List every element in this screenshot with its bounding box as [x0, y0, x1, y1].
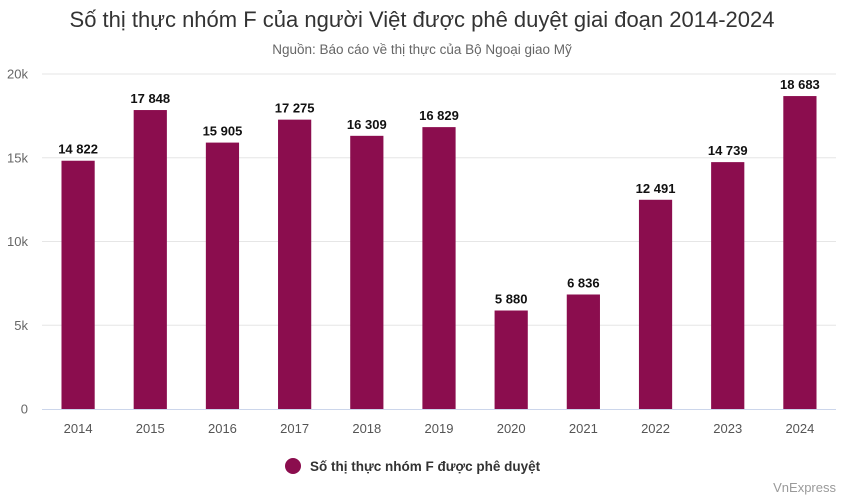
bar-2020[interactable]	[494, 310, 528, 409]
x-tick-label-2023: 2023	[713, 421, 742, 436]
data-label-2014: 14 822	[58, 142, 98, 157]
data-label-2018: 16 309	[347, 117, 387, 132]
credit[interactable]: VnExpress	[773, 480, 836, 495]
x-tick-label-2020: 2020	[497, 421, 526, 436]
x-tick-label-2014: 2014	[64, 421, 93, 436]
legend-label[interactable]: Số thị thực nhóm F được phê duyệt	[310, 459, 541, 474]
bar-2015[interactable]	[133, 110, 167, 410]
legend-marker-icon[interactable]	[285, 458, 301, 474]
data-label-2023: 14 739	[708, 143, 748, 158]
data-label-2022: 12 491	[636, 181, 676, 196]
data-label-2019: 16 829	[419, 108, 459, 123]
chart-title: Số thị thực nhóm F của người Việt được p…	[70, 7, 775, 32]
x-tick-label-2024: 2024	[785, 421, 814, 436]
bar-2017[interactable]	[278, 119, 312, 410]
y-tick-label: 10k	[7, 234, 28, 249]
y-tick-label: 0	[21, 402, 28, 417]
x-tick-label-2018: 2018	[352, 421, 381, 436]
bar-2023[interactable]	[711, 162, 745, 409]
bar-2014[interactable]	[61, 160, 95, 409]
data-label-2020: 5 880	[495, 292, 528, 307]
x-tick-label-2017: 2017	[280, 421, 309, 436]
x-tick-label-2019: 2019	[425, 421, 454, 436]
y-tick-label: 5k	[14, 318, 28, 333]
data-labels: 14 822 17 848 15 905 17 275 16 309 16 829 5 88…	[58, 77, 820, 306]
x-axis: 2014 2015 2016 2017 2018 2019 2020 2021 2022 2023…	[42, 409, 836, 436]
data-label-2024: 18 683	[780, 77, 820, 92]
bars	[61, 96, 817, 410]
bar-2019[interactable]	[422, 127, 456, 409]
legend[interactable]: Số thị thực nhóm F được phê duyệt	[285, 458, 541, 474]
bar-2024[interactable]	[783, 96, 817, 409]
x-tick-label-2016: 2016	[208, 421, 237, 436]
data-label-2021: 6 836	[567, 275, 600, 290]
y-tick-label: 20k	[7, 67, 28, 82]
x-tick-label-2022: 2022	[641, 421, 670, 436]
bar-2021[interactable]	[566, 294, 600, 409]
data-label-2016: 15 905	[203, 124, 243, 139]
data-label-2015: 17 848	[130, 91, 170, 106]
bar-2022[interactable]	[638, 199, 673, 409]
y-tick-label: 15k	[7, 150, 28, 165]
bar-2016[interactable]	[205, 142, 240, 409]
chart-subtitle: Nguồn: Báo cáo về thị thực của Bộ Ngoại …	[272, 42, 572, 57]
x-tick-label-2021: 2021	[569, 421, 598, 436]
x-tick-label-2015: 2015	[136, 421, 165, 436]
bar-2018[interactable]	[350, 135, 384, 409]
y-axis: 0 5k 10k 15k 20k	[7, 67, 28, 417]
data-label-2017: 17 275	[275, 101, 315, 116]
